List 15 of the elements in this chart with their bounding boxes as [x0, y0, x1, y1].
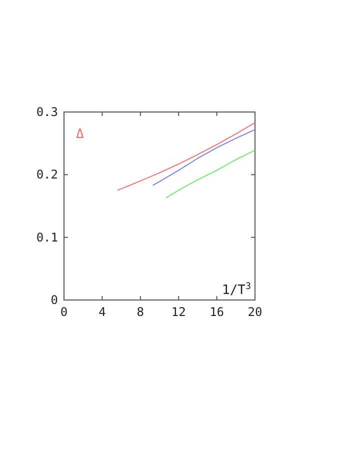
- x-tick-label: 12: [171, 305, 186, 319]
- x-axis-title: 1/T$^{3}$: [222, 282, 251, 298]
- x-tick-label: 0: [60, 305, 68, 319]
- y-tick-label: 0: [50, 293, 58, 307]
- y-tick-label: 0.2: [36, 168, 58, 182]
- y-tick-label: 0.3: [36, 105, 58, 119]
- line-series: [152, 129, 256, 186]
- line-series: [166, 150, 256, 198]
- x-tick-label: 20: [248, 305, 262, 319]
- y-tick-label: 0.1: [36, 230, 58, 244]
- annotation: Δ: [76, 127, 84, 142]
- x-tick-label: 4: [98, 305, 106, 319]
- x-tick-label: 16: [210, 305, 224, 319]
- line-series: [116, 122, 256, 191]
- x-tick-label: 8: [136, 305, 144, 319]
